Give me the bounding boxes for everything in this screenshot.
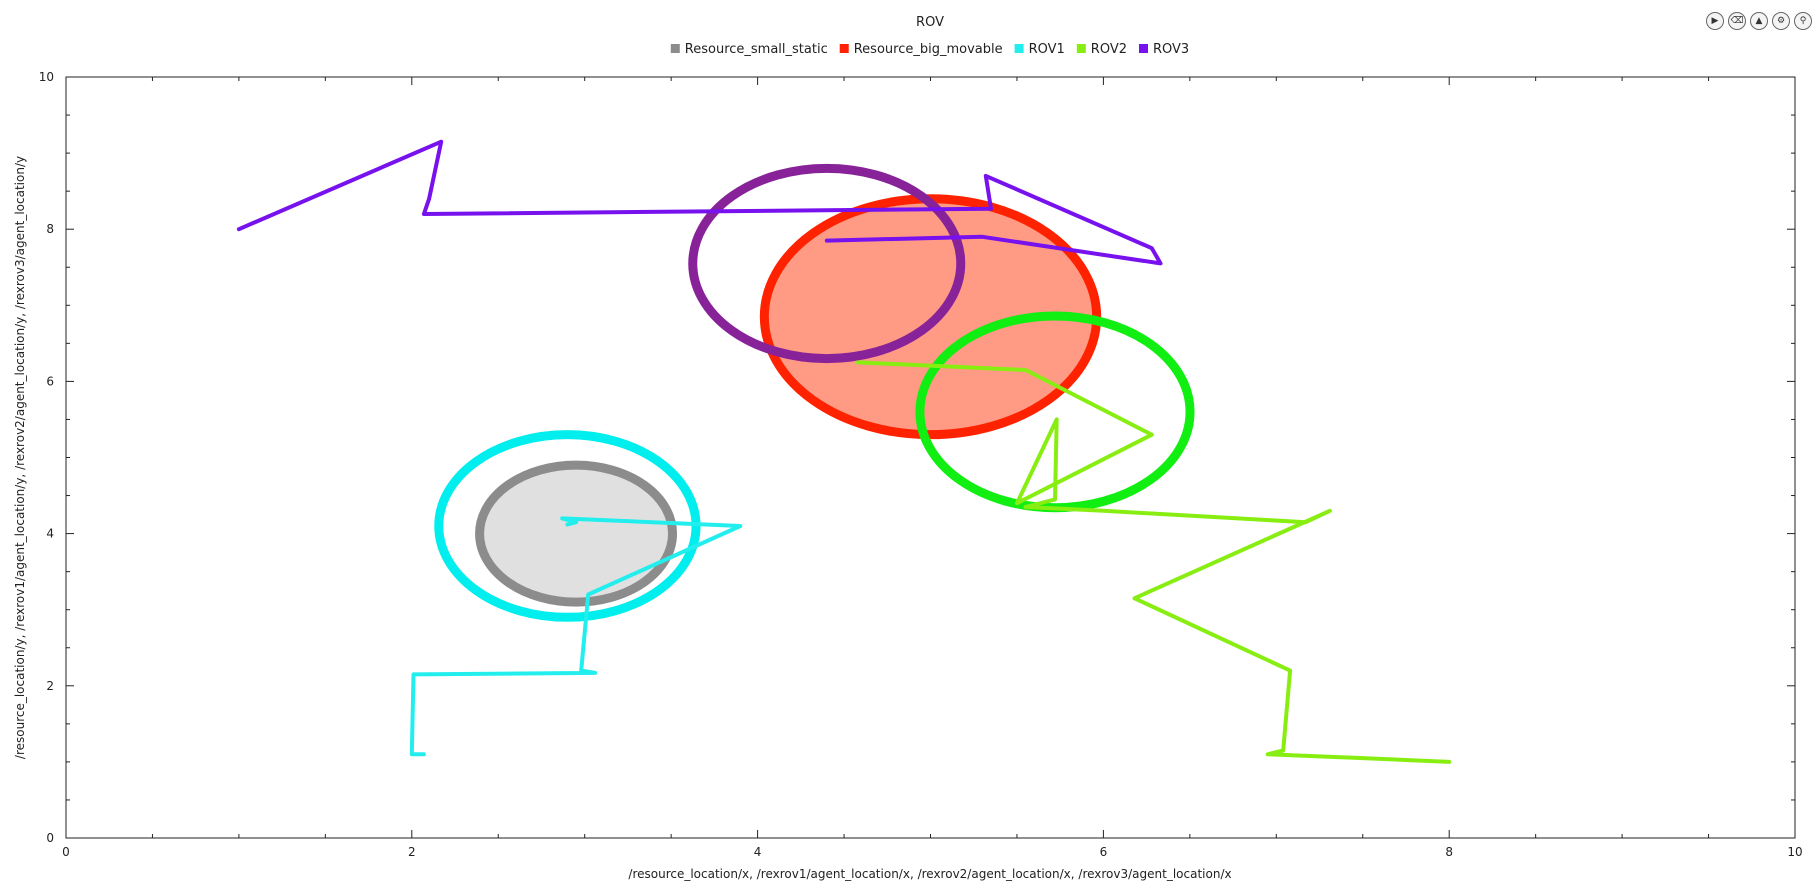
y-tick-label: 10 <box>39 70 54 84</box>
y-axis: 0 2 4 6 8 10 <box>39 70 1795 845</box>
x-tick-label: 0 <box>62 845 70 859</box>
circle-rov3-range <box>688 163 966 364</box>
legend-swatch <box>1076 44 1086 53</box>
x-tick-label: 6 <box>1100 845 1108 859</box>
play-icon[interactable]: ▶ <box>1706 12 1724 30</box>
legend: Resource_small_static Resource_big_movabl… <box>670 42 1189 57</box>
zoom-icon[interactable]: ⚲ <box>1794 12 1812 30</box>
series-line-rov2 <box>855 360 1452 764</box>
y-tick-label: 8 <box>46 222 54 236</box>
y-axis-label: /resource_location/y, /rexrov1/agent_loc… <box>13 156 27 759</box>
legend-swatch <box>839 44 849 53</box>
x-tick-label: 10 <box>1787 845 1802 859</box>
series-line-rov3 <box>236 139 1163 266</box>
legend-swatch <box>670 44 680 53</box>
x-axis-label: /resource_location/x, /rexrov1/agent_loc… <box>628 867 1231 881</box>
legend-swatch <box>1139 44 1149 53</box>
y-tick-label: 2 <box>46 679 54 693</box>
series-paths <box>236 139 1452 764</box>
legend-label[interactable]: Resource_small_static <box>685 42 828 57</box>
settings-icon[interactable]: ⚙ <box>1772 12 1790 30</box>
series-line-rov1 <box>409 516 743 757</box>
legend-label[interactable]: ROV2 <box>1091 42 1127 57</box>
legend-label[interactable]: ROV1 <box>1029 42 1065 57</box>
x-tick-label: 8 <box>1445 845 1453 859</box>
y-tick-label: 6 <box>46 374 54 388</box>
legend-swatch <box>1014 44 1024 53</box>
legend-label[interactable]: ROV3 <box>1153 42 1189 57</box>
chart-title: ROV <box>916 15 944 30</box>
legend-label[interactable]: Resource_big_movable <box>854 42 1003 57</box>
circle-resource-small-static <box>475 460 678 607</box>
x-tick-label: 4 <box>754 845 762 859</box>
clear-icon[interactable]: ⌫ <box>1728 12 1746 30</box>
resource-circles <box>434 163 1195 622</box>
plot-toolbar: ▶ ⌫ ▲ ⚙ ⚲ <box>1706 12 1812 30</box>
y-tick-label: 0 <box>46 831 54 845</box>
export-icon[interactable]: ▲ <box>1750 12 1768 30</box>
x-tick-label: 2 <box>408 845 416 859</box>
y-tick-label: 4 <box>46 527 54 541</box>
x-axis: 0 2 4 6 8 10 <box>62 77 1803 859</box>
